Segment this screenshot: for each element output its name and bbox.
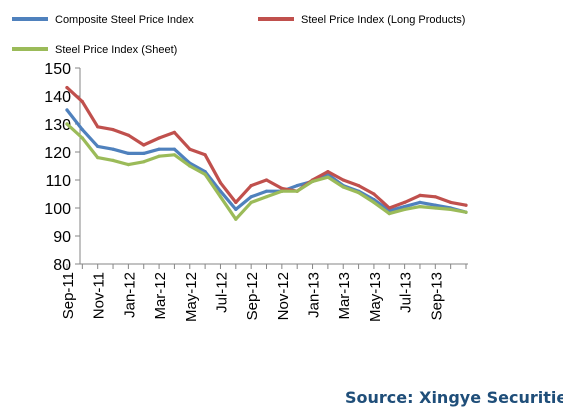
data-point [326,175,330,179]
x-tick-label: Mar-12 [152,272,169,320]
source-note: Source: Xingye Securities [345,388,563,407]
data-point [65,108,69,112]
x-tick-label: Sep-11 [60,272,77,319]
y-tick-label: 130 [44,117,71,134]
data-point [341,178,345,182]
legend-label: Steel Price Index (Long Products) [301,14,465,26]
x-tick-label: Jul-12 [213,272,230,313]
data-point [111,158,115,162]
data-point [218,189,223,193]
data-point [80,136,84,140]
y-tick-label: 110 [45,173,71,190]
x-tick-label: Mar-13 [336,272,353,320]
data-point [264,195,269,199]
axes: 80 90 100 110 120 130 140 150 Sep-11 Nov-11 Jan-12… [44,61,468,322]
data-point [188,164,192,168]
data-point [326,170,330,174]
data-point [264,178,269,182]
y-tick-label: 100 [44,201,71,218]
legend-label: Composite Steel Price Index [55,14,194,26]
data-point [65,86,69,90]
data-point [403,207,407,211]
data-point [433,195,437,199]
y-tick-label: 90 [53,229,71,246]
data-point [96,156,100,160]
data-point [433,206,437,210]
data-point [157,154,161,158]
data-point [188,147,192,151]
data-point [295,184,299,188]
x-tick-label: Nov-12 [275,272,292,320]
data-point [203,153,207,157]
data-point [218,181,223,185]
data-point [464,210,468,214]
x-tick-label: May-13 [367,272,384,322]
data-point [234,217,238,221]
data-point [418,200,422,204]
data-point [310,179,315,183]
data-point [403,205,407,209]
data-point [96,144,100,148]
data-point [280,186,284,190]
data-point [126,133,130,137]
data-point [449,200,453,204]
data-point [449,207,453,211]
y-tick-label: 140 [44,89,71,106]
data-point [372,192,376,196]
data-point [295,189,299,193]
data-point [80,100,84,104]
x-tick-label: Jan-13 [306,272,323,318]
data-point [387,212,391,216]
x-tick-label: May-12 [183,272,200,322]
data-point [433,203,437,207]
data-point [234,207,238,211]
data-point [372,200,376,204]
data-point [142,143,146,147]
y-tick-label: 150 [44,61,71,78]
data-point [249,200,253,204]
data-point [249,184,253,188]
data-point [126,151,130,155]
data-point [126,163,130,167]
x-tick-label: Nov-11 [91,272,108,319]
data-point [172,130,177,134]
data-point [418,193,422,197]
data-point [218,195,223,199]
data-point [341,185,345,189]
data-point [234,200,238,204]
y-tick-label: 120 [44,145,71,162]
data-point [387,206,391,210]
y-tick-label: 80 [53,257,71,274]
data-point [65,122,69,126]
data-point [356,184,361,188]
data-point [172,147,177,151]
legend-label: Steel Price Index (Sheet) [55,44,177,56]
x-tick-label: Sep-12 [244,272,261,320]
data-point [142,151,146,155]
data-point [96,125,100,129]
data-point [157,147,161,151]
data-point [157,136,161,140]
data-point [403,200,407,204]
data-point [203,172,207,176]
data-point [249,195,253,199]
data-point [280,189,284,193]
data-point [142,160,146,164]
data-point [111,128,115,132]
data-point [80,128,84,132]
data-point [418,205,422,209]
data-point [264,189,269,193]
x-tick-label: Jan-12 [121,272,138,318]
data-point [111,147,115,151]
series-lines [65,85,468,221]
data-point [356,191,361,195]
x-tick-label: Sep-13 [428,272,445,320]
data-point [172,153,177,157]
legend: Composite Steel Price Index Steel Price I… [12,14,465,56]
x-tick-label: Jul-13 [398,272,415,313]
data-point [464,203,468,207]
